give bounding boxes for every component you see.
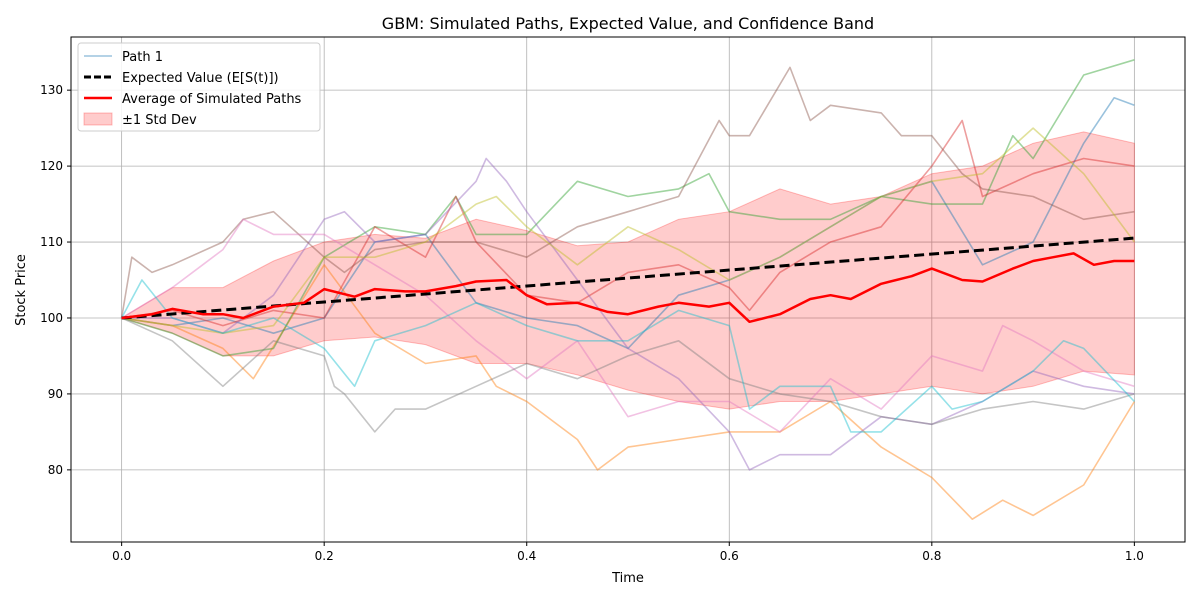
simulated-path-1 (121, 97, 1135, 350)
y-tick-label: 80 (48, 463, 63, 477)
y-tick-label: 110 (40, 235, 63, 249)
y-tick-label: 100 (40, 311, 63, 325)
simulated-path-4 (121, 119, 1135, 327)
x-tick-label: 0.6 (720, 549, 739, 563)
legend-label: Path 1 (122, 50, 163, 65)
simulated-path-6 (120, 66, 1135, 319)
simulated-path-5 (121, 157, 1135, 471)
chart-title: GBM: Simulated Paths, Expected Value, an… (382, 14, 874, 33)
simulated-path-2 (121, 263, 1136, 521)
x-tick-label: 0.8 (922, 549, 941, 563)
legend: Path 1 Expected Value (E[S(t)]) Average of… (77, 42, 321, 132)
y-tick-label: 120 (40, 159, 63, 173)
legend-label: Average of Simulated Paths (122, 92, 302, 107)
x-tick-label: 0.0 (112, 549, 131, 563)
y-tick-label: 90 (48, 387, 63, 401)
y-tick-label: 130 (40, 83, 63, 97)
ticks-layer: 0.0 0.2 0.4 0.6 0.8 1.0 80 90 100 110 120 130 (40, 83, 1144, 563)
std-dev-band (120, 131, 1135, 410)
simulated-path-9 (121, 127, 1136, 335)
simulated-path-3 (121, 59, 1135, 357)
simulated-path-10 (120, 279, 1135, 433)
paths-layer (120, 59, 1136, 521)
main-lines-layer (121, 236, 1135, 324)
simulated-path-7 (121, 218, 1135, 433)
y-axis-label: Stock Price (14, 254, 29, 326)
simulated-path-8 (121, 317, 1135, 433)
x-tick-label: 0.2 (315, 549, 334, 563)
x-tick-label: 1.0 (1125, 549, 1144, 563)
x-tick-label: 0.4 (517, 549, 536, 563)
average-path-line (121, 252, 1135, 324)
legend-swatch (83, 112, 113, 126)
legend-box (77, 42, 321, 132)
legend-label: Expected Value (E[S(t)]) (122, 71, 279, 86)
legend-label: ±1 Std Dev (122, 113, 197, 128)
x-axis-label: Time (611, 571, 644, 586)
band-layer (120, 131, 1135, 410)
plot-frame (70, 36, 1186, 543)
